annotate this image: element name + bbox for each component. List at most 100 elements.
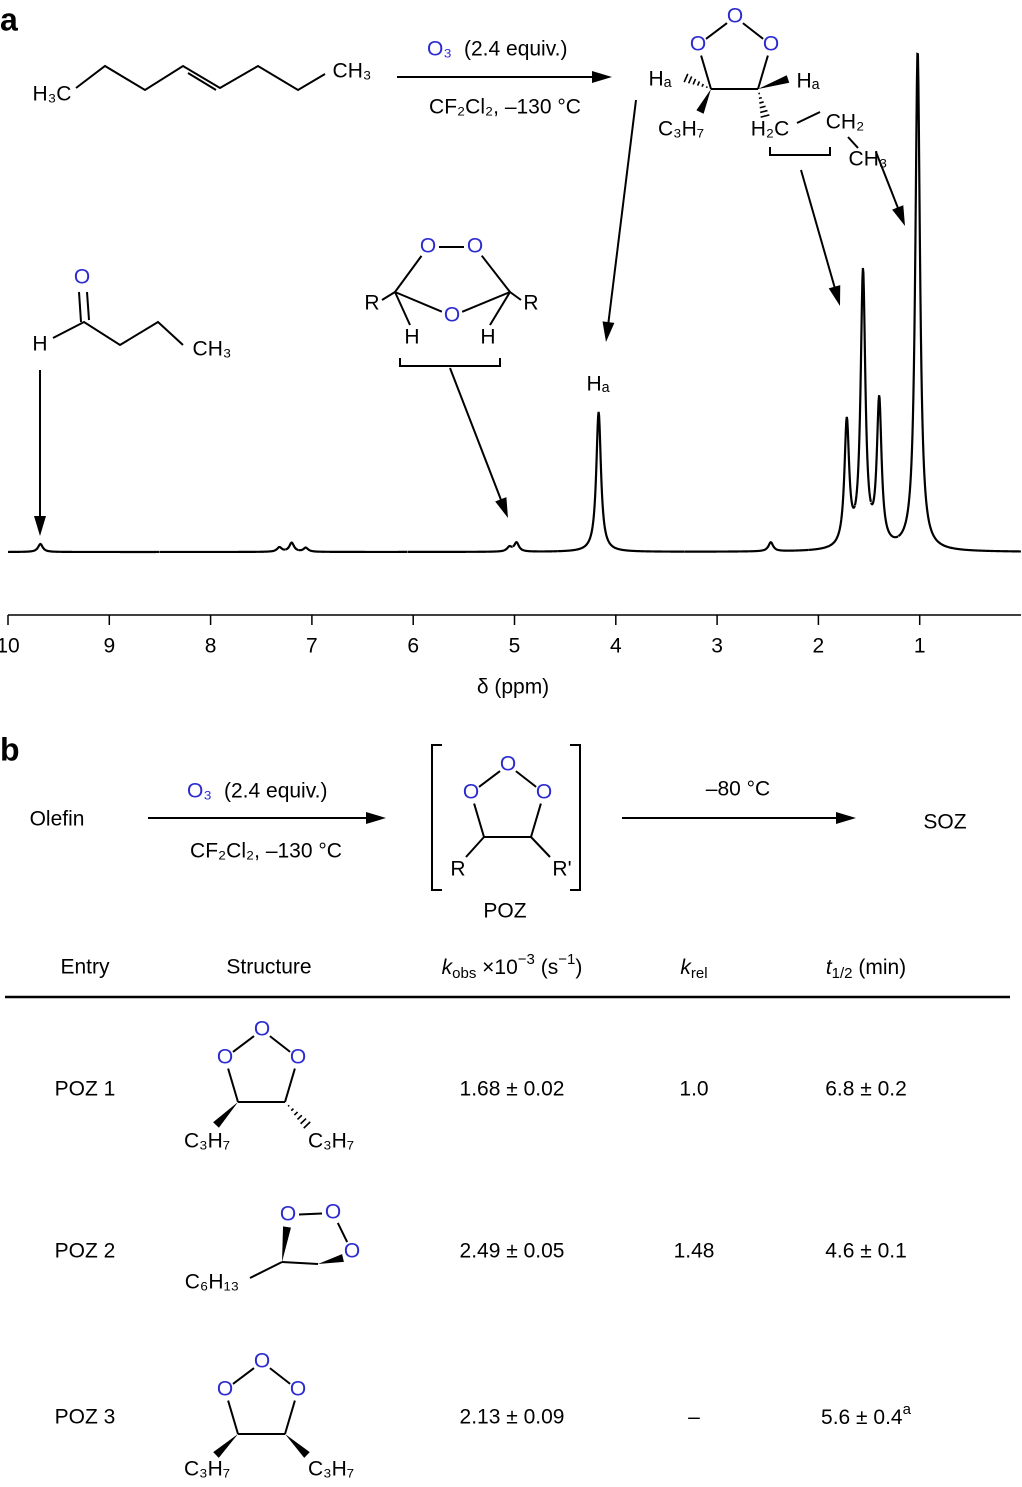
arrow-head xyxy=(892,205,905,226)
label: O xyxy=(727,5,743,28)
x-tick-label: 3 xyxy=(711,635,723,658)
nmr-peak xyxy=(407,544,513,554)
arrow-head xyxy=(366,812,386,824)
arrow-head xyxy=(592,71,612,83)
bond xyxy=(232,1367,255,1385)
bond xyxy=(515,770,537,788)
formula: H₂C xyxy=(751,118,789,141)
arrow-head xyxy=(495,497,508,518)
chain xyxy=(75,64,326,92)
bond xyxy=(227,1068,239,1103)
atom: Hₐ xyxy=(649,68,672,91)
atom: O xyxy=(280,1203,296,1226)
hash-bond xyxy=(293,1111,299,1116)
label: O xyxy=(463,781,479,804)
table-cell: 1.48 xyxy=(674,1240,715,1263)
atom: H xyxy=(32,333,47,356)
bond xyxy=(269,1367,291,1385)
formula: C₃H₇ xyxy=(184,1130,230,1153)
bond xyxy=(284,1400,296,1435)
conditions: CF₂Cl₂, –130 °C xyxy=(429,96,581,119)
column-header: kobs ×10−3 (s−1) xyxy=(442,951,583,982)
hash-bond xyxy=(687,76,693,84)
wedge-bond xyxy=(696,89,711,114)
hash-bond xyxy=(701,83,705,88)
wedge-bond xyxy=(282,1226,291,1262)
formula: C₃H₇ xyxy=(184,1458,230,1481)
table-cell: 1.68 ± 0.02 xyxy=(460,1078,565,1101)
atom: H xyxy=(480,326,495,349)
bond xyxy=(394,291,443,313)
arrow-head xyxy=(34,516,46,536)
bond xyxy=(473,803,485,838)
column-header-part: obs xyxy=(452,965,476,982)
hash-bond xyxy=(692,78,697,85)
table-cell: 2.49 ± 0.05 xyxy=(460,1240,565,1263)
hash-bond xyxy=(300,1117,307,1125)
formula: C₃H₇ xyxy=(308,1458,354,1481)
atom: O xyxy=(420,235,436,258)
column-header: Entry xyxy=(60,956,110,979)
hash-bond xyxy=(759,101,764,104)
x-axis-label: δ (ppm) xyxy=(477,676,549,699)
conditions: –80 °C xyxy=(706,778,770,801)
formula: CH₃ xyxy=(193,338,232,361)
bond xyxy=(700,55,712,90)
nmr-peak xyxy=(684,541,809,553)
x-tick-label: 5 xyxy=(509,635,521,658)
bond xyxy=(530,836,551,858)
column-header-part: −1 xyxy=(558,951,575,968)
formula: C₆H₁₃ xyxy=(185,1271,239,1294)
column-header-part: ) xyxy=(575,956,582,979)
table-cell: POZ 3 xyxy=(55,1406,116,1429)
reagent: O₃ xyxy=(187,780,212,803)
table-cell: POZ 2 xyxy=(55,1240,116,1263)
bracket xyxy=(431,744,442,891)
atom: O xyxy=(467,235,483,258)
nmr-peak xyxy=(557,411,685,553)
column-header: krel xyxy=(680,956,707,982)
arrow-head xyxy=(836,812,856,824)
bond xyxy=(269,1035,291,1053)
arrow xyxy=(606,99,637,333)
hash-bond xyxy=(760,114,770,118)
bond xyxy=(742,22,764,40)
reactant: Olefin xyxy=(30,808,85,831)
atom: R' xyxy=(552,858,571,881)
atom: H xyxy=(404,326,419,349)
table-cell: 4.6 ± 0.1 xyxy=(825,1240,907,1263)
column-header-part: k xyxy=(442,956,454,979)
arrow-head xyxy=(828,285,841,306)
atom: R xyxy=(523,292,538,315)
label: O xyxy=(500,753,516,776)
arrow xyxy=(800,169,839,297)
reagent: (2.4 equiv.) xyxy=(464,38,568,61)
nmr-peak xyxy=(808,416,856,551)
bond xyxy=(509,291,522,301)
wedge-bond xyxy=(758,75,790,89)
label: O xyxy=(763,33,779,56)
bond xyxy=(465,836,485,858)
bond xyxy=(281,1261,319,1265)
column-header-part: −3 xyxy=(518,951,535,968)
bond xyxy=(86,291,90,321)
bond xyxy=(298,1212,323,1216)
label: O xyxy=(690,33,706,56)
table-cell: POZ 1 xyxy=(55,1078,116,1101)
nmr-peak xyxy=(285,541,299,552)
bond xyxy=(757,55,769,90)
table-cell-part: 5.6 ± 0.4 xyxy=(821,1406,903,1429)
arrow xyxy=(449,367,506,510)
formula: H₃C xyxy=(33,83,72,106)
bond xyxy=(284,1068,296,1103)
formula: CH₃ xyxy=(333,60,372,83)
bond xyxy=(381,291,396,301)
column-header-part: (min) xyxy=(853,956,907,979)
x-tick-label: 9 xyxy=(103,635,115,658)
nmr-peak xyxy=(298,546,408,554)
table-cell: 1.0 xyxy=(679,1078,708,1101)
arrow xyxy=(875,151,903,218)
column-header: Structure xyxy=(226,956,311,979)
atom: Hₐ xyxy=(797,70,820,93)
